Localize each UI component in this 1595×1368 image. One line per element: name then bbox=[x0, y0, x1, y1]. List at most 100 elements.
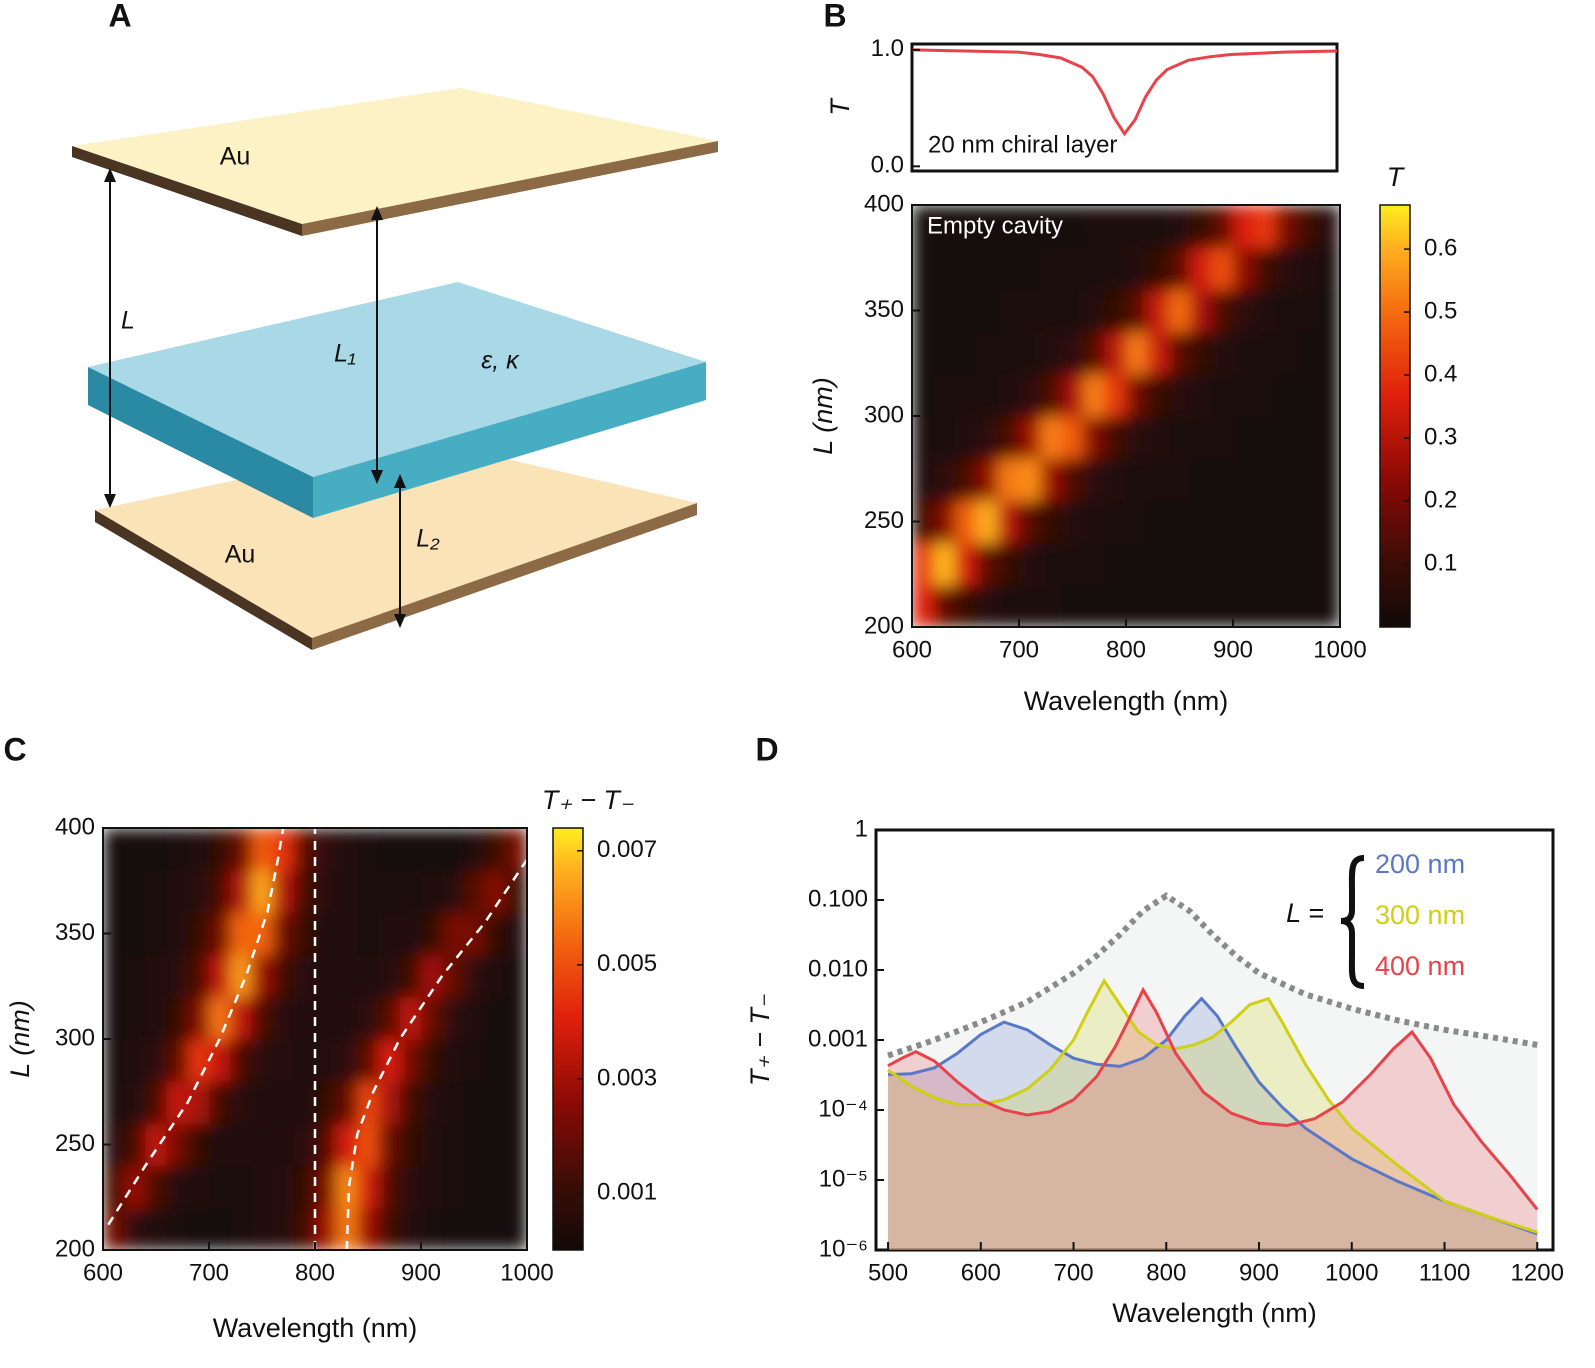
heatmap-cell bbox=[954, 542, 977, 586]
heatmap-cell bbox=[1147, 247, 1170, 290]
heatmap-cell bbox=[315, 870, 337, 913]
heatmap-cell bbox=[912, 542, 934, 586]
heatmap-cell bbox=[933, 331, 956, 375]
heatmap-cell bbox=[912, 289, 934, 333]
arrowheads bbox=[104, 168, 406, 628]
heatmap-cell bbox=[1040, 542, 1063, 586]
heatmap-cell bbox=[230, 1123, 252, 1167]
heatmap-cell bbox=[145, 1081, 168, 1124]
heatmap-cell bbox=[505, 1123, 527, 1167]
heatmap-cell bbox=[1104, 205, 1127, 248]
heatmap-cell bbox=[209, 954, 231, 998]
diagram-label: Au bbox=[220, 143, 251, 171]
heatmap-cell bbox=[103, 828, 125, 871]
heatmap-cell bbox=[357, 954, 380, 998]
heatmap-cell bbox=[1083, 416, 1106, 459]
diagram-label: L₂ bbox=[416, 525, 440, 553]
heatmap-cell bbox=[1190, 458, 1213, 501]
heatmap-cell bbox=[293, 1081, 316, 1124]
heatmap-cell bbox=[1275, 416, 1298, 459]
heatmap-cell bbox=[357, 912, 380, 956]
heatmap-cell bbox=[997, 247, 1020, 290]
heatmap-cell bbox=[293, 954, 316, 998]
heatmap-cell bbox=[1104, 289, 1127, 333]
heatmap-cell bbox=[399, 1081, 422, 1124]
heatmap-cell bbox=[1275, 584, 1298, 627]
heatmap-cell bbox=[272, 870, 295, 913]
heatmap-cell bbox=[1168, 331, 1191, 375]
heatmap-cell bbox=[272, 1207, 295, 1250]
heatmap-cell bbox=[145, 1207, 168, 1250]
heatmap-cell bbox=[272, 912, 295, 956]
heatmap-cell bbox=[145, 1123, 168, 1167]
heatmap-cell bbox=[103, 954, 125, 998]
heatmap-cell bbox=[505, 996, 527, 1040]
heatmap-cell bbox=[912, 373, 934, 417]
heatmap-cell bbox=[103, 1123, 125, 1167]
heatmap-cell bbox=[145, 1039, 168, 1082]
heatmap-cell bbox=[272, 1039, 295, 1082]
heatmap-cell bbox=[933, 500, 956, 544]
heatmap-cell bbox=[166, 996, 189, 1040]
heatmap-cell bbox=[166, 954, 189, 998]
heatmap-cell bbox=[912, 331, 934, 375]
heatmap-cell bbox=[933, 205, 956, 248]
heatmap-cell bbox=[1211, 205, 1234, 248]
heatmap-cell bbox=[399, 954, 422, 998]
heatmap-cell bbox=[124, 912, 146, 956]
heatmap-cell bbox=[230, 828, 252, 871]
heatmap-cell bbox=[166, 1123, 189, 1167]
heatmap-cell bbox=[357, 1165, 380, 1209]
heatmap-cell bbox=[187, 828, 210, 871]
heatmap-cell bbox=[315, 828, 337, 871]
heatmap-cell bbox=[1104, 373, 1127, 417]
heatmap-cell bbox=[1147, 289, 1170, 333]
heatmap-cell bbox=[1083, 542, 1106, 586]
heatmap-cell bbox=[484, 828, 507, 871]
heatmap-cell bbox=[976, 247, 999, 290]
x-tick-label: 1000 bbox=[500, 1259, 553, 1286]
heatmap-cell bbox=[378, 828, 401, 871]
slab-side bbox=[313, 362, 706, 518]
heatmap-cell bbox=[1254, 373, 1277, 417]
colorbar-tick-label: 0.005 bbox=[597, 950, 657, 977]
heatmap-cell bbox=[484, 1081, 507, 1124]
heatmap-cell bbox=[1147, 331, 1170, 375]
heatmap-cell bbox=[1190, 500, 1213, 544]
y-tick-label: 250 bbox=[864, 507, 904, 534]
heatmap-cell bbox=[1190, 584, 1213, 627]
heatmap-cell bbox=[1190, 416, 1213, 459]
heatmap-cell bbox=[1061, 205, 1084, 248]
heatmap-cell bbox=[1126, 331, 1148, 375]
panel-label: D bbox=[755, 731, 778, 767]
colorbar bbox=[1379, 204, 1411, 628]
heatmap-cell bbox=[209, 912, 231, 956]
heatmap-cell bbox=[1019, 500, 1041, 544]
heatmap-cell bbox=[1190, 542, 1213, 586]
heatmap-cell bbox=[293, 912, 316, 956]
heatmap-cell bbox=[442, 1165, 464, 1209]
heatmap-cell bbox=[912, 584, 934, 627]
heatmap-cell bbox=[1061, 289, 1084, 333]
heatmap-cell bbox=[272, 954, 295, 998]
heatmap-cell bbox=[230, 954, 252, 998]
heatmap-cell bbox=[1297, 542, 1320, 586]
x-tick-label: 900 bbox=[1213, 636, 1253, 663]
heatmap-cell bbox=[1083, 500, 1106, 544]
heatmap-cell bbox=[1190, 247, 1213, 290]
heatmap-cell bbox=[166, 870, 189, 913]
heatmap-cell bbox=[933, 373, 956, 417]
legend-brace bbox=[1340, 855, 1365, 989]
panel-label: C bbox=[3, 731, 26, 767]
heatmap-cell bbox=[421, 996, 443, 1040]
heatmap-cell bbox=[336, 828, 358, 871]
heatmap-cell bbox=[1104, 331, 1127, 375]
heatmap-cell bbox=[442, 1207, 464, 1250]
heatmap-cell bbox=[315, 912, 337, 956]
heatmap-cell bbox=[230, 1207, 252, 1250]
heatmap-cell bbox=[103, 1039, 125, 1082]
heatmap-cell bbox=[1190, 331, 1213, 375]
heatmap-cell bbox=[251, 828, 274, 871]
heatmap-cell bbox=[997, 331, 1020, 375]
heatmap-cell bbox=[1168, 289, 1191, 333]
